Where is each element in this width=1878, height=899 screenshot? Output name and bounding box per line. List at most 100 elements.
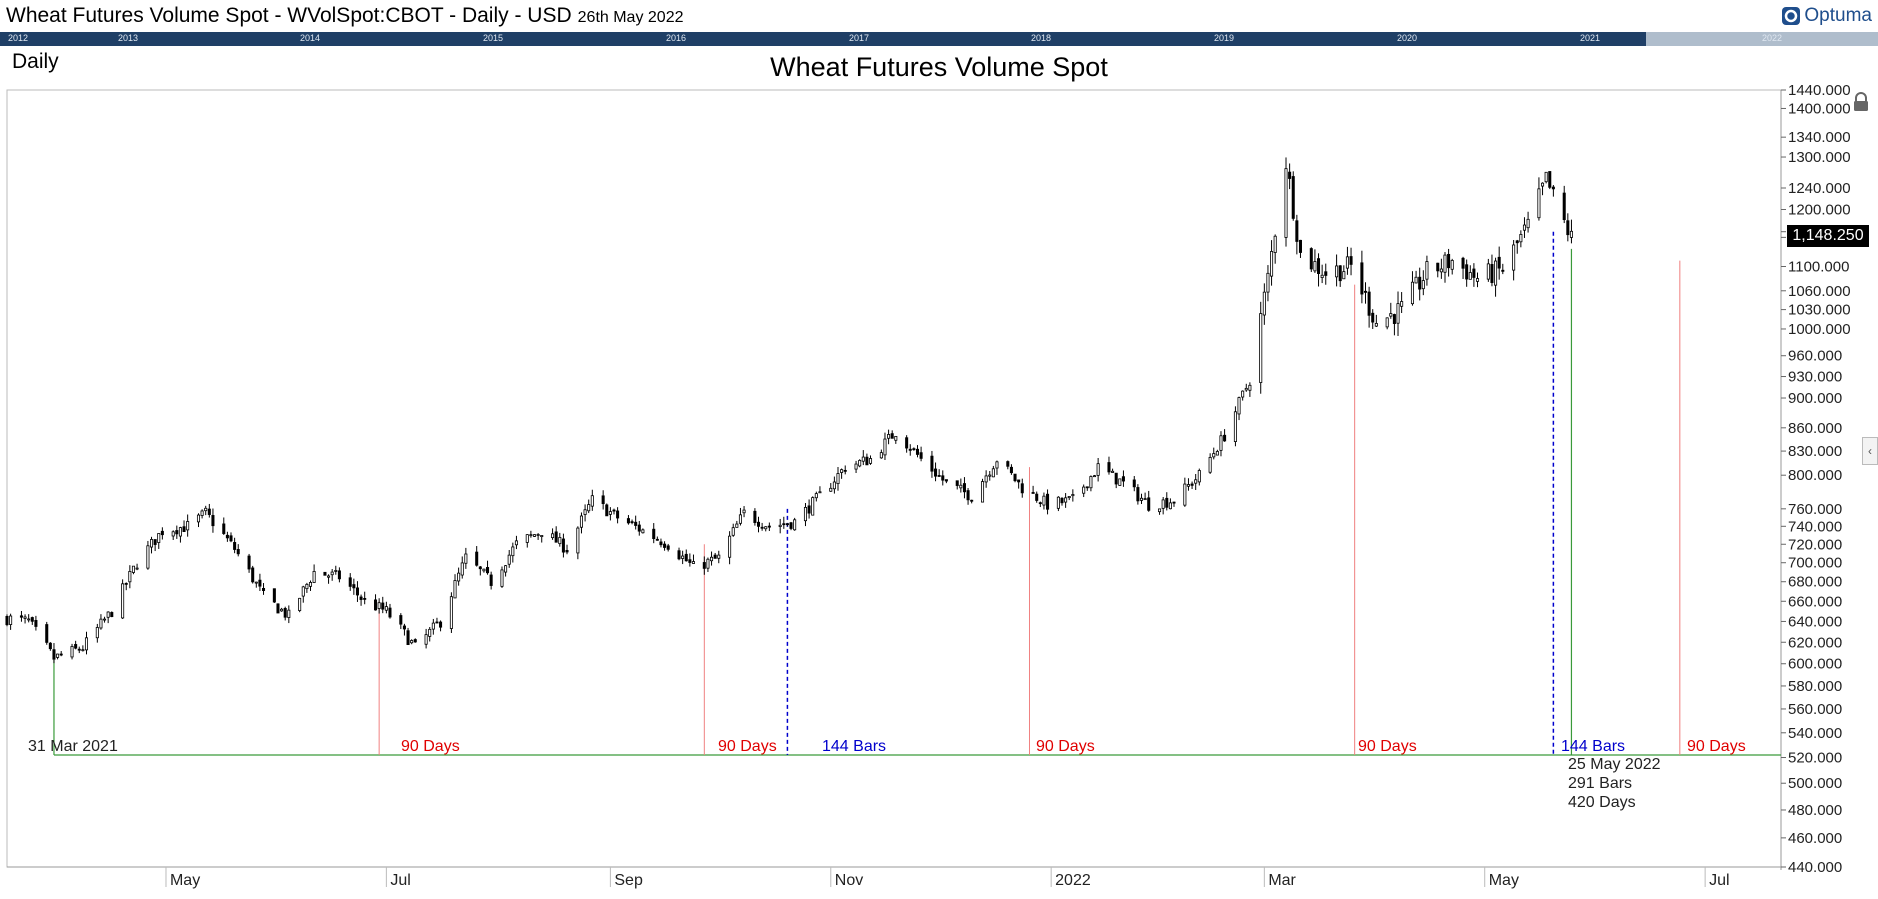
- candle: [540, 535, 544, 543]
- candle: [153, 539, 157, 552]
- candle: [1335, 254, 1339, 287]
- candle: [558, 532, 562, 547]
- candle: [930, 450, 934, 478]
- candle: [1443, 252, 1447, 283]
- candle: [1494, 257, 1498, 297]
- candle: [124, 582, 128, 591]
- chevron-left-icon[interactable]: ‹: [1862, 437, 1878, 465]
- navigator-year: 2022: [1762, 33, 1783, 43]
- candle: [1400, 292, 1404, 313]
- header-bar: Wheat Futures Volume Spot - WVolSpot:CBO…: [0, 0, 1878, 32]
- candle: [1562, 185, 1566, 224]
- x-tick-label: May: [1489, 872, 1519, 889]
- candle: [554, 526, 558, 543]
- x-tick-label: Mar: [1268, 872, 1296, 889]
- candle: [1551, 185, 1555, 197]
- candle: [529, 530, 533, 538]
- days-marker-label: 90 Days: [1358, 738, 1417, 755]
- candle: [1342, 265, 1346, 280]
- candle: [579, 512, 583, 534]
- candle: [984, 470, 988, 488]
- candle: [1425, 255, 1429, 286]
- navigator-window[interactable]: [1646, 32, 1878, 46]
- candle: [160, 527, 164, 540]
- candle: [551, 528, 555, 540]
- navigator-year: 2017: [849, 33, 870, 43]
- candle: [402, 623, 406, 636]
- x-tick-label: Jul: [390, 872, 410, 889]
- optuma-logo-icon: [1782, 7, 1801, 25]
- candle: [1046, 489, 1050, 515]
- candle: [742, 506, 746, 518]
- y-tick-label: 1030.000: [1788, 302, 1851, 319]
- candle: [937, 469, 941, 477]
- candle: [767, 522, 771, 532]
- candle: [5, 614, 9, 627]
- y-axis: 440.000 460.000 480.000 500.000 520.000 540.0…: [1781, 82, 1851, 876]
- candle: [1374, 314, 1378, 328]
- candle: [778, 518, 782, 534]
- candle: [110, 611, 114, 618]
- candle: [1418, 267, 1422, 301]
- candle: [352, 578, 356, 595]
- candle: [655, 536, 659, 541]
- candle: [666, 543, 670, 552]
- candle: [814, 491, 818, 502]
- candle: [489, 571, 493, 590]
- candle: [1461, 256, 1465, 279]
- candlestick-series: [5, 157, 1573, 664]
- price-chart[interactable]: 440.000 460.000 480.000 500.000 520.000 540.0…: [0, 46, 1878, 899]
- candle: [1270, 240, 1274, 286]
- candle: [34, 615, 38, 631]
- plot-area: [6, 89, 1782, 868]
- y-tick-label: 800.000: [1788, 467, 1842, 484]
- candle: [883, 432, 887, 460]
- candle: [355, 581, 359, 602]
- time-markers: [53, 231, 1781, 756]
- candle: [634, 515, 638, 530]
- history-navigator[interactable]: 2012 2013 2014 2015 2016 2017 2018 2019 …: [0, 32, 1878, 46]
- candle: [941, 470, 945, 486]
- candle: [836, 467, 840, 491]
- candle: [1284, 157, 1288, 247]
- candle: [962, 477, 966, 499]
- candle: [359, 594, 363, 606]
- candle: [251, 565, 255, 584]
- candle: [782, 516, 786, 529]
- logo-text: Optuma: [1804, 5, 1872, 26]
- candle: [879, 449, 883, 459]
- candle: [1035, 491, 1039, 503]
- candle: [1475, 272, 1480, 288]
- candle: [626, 515, 630, 525]
- y-tick-label: 740.000: [1788, 518, 1842, 535]
- candle: [894, 435, 898, 444]
- candle: [1522, 217, 1526, 238]
- candle: [590, 489, 594, 511]
- navigator-year: 2018: [1031, 33, 1052, 43]
- candle: [630, 519, 634, 525]
- candle: [1259, 301, 1263, 394]
- candle: [764, 526, 768, 532]
- candle: [717, 550, 721, 564]
- candle: [1060, 497, 1064, 506]
- candle: [229, 532, 233, 543]
- candle: [106, 611, 110, 624]
- candle: [1118, 478, 1122, 486]
- candle: [735, 520, 739, 528]
- candle: [688, 553, 692, 567]
- candle: [887, 429, 891, 445]
- candle: [663, 541, 667, 551]
- candle: [1371, 309, 1375, 329]
- candle: [1194, 473, 1198, 490]
- candle: [789, 521, 793, 531]
- candle: [905, 435, 909, 453]
- candle: [756, 516, 761, 533]
- last-price-badge: 1,148.250: [1787, 225, 1869, 247]
- candle: [1450, 258, 1454, 275]
- y-tick-label: 1340.000: [1788, 129, 1851, 146]
- y-tick-label: 1200.000: [1788, 201, 1851, 218]
- candle: [713, 552, 717, 559]
- candle: [1544, 171, 1548, 184]
- lock-icon[interactable]: [1852, 92, 1870, 112]
- candle: [1295, 214, 1299, 255]
